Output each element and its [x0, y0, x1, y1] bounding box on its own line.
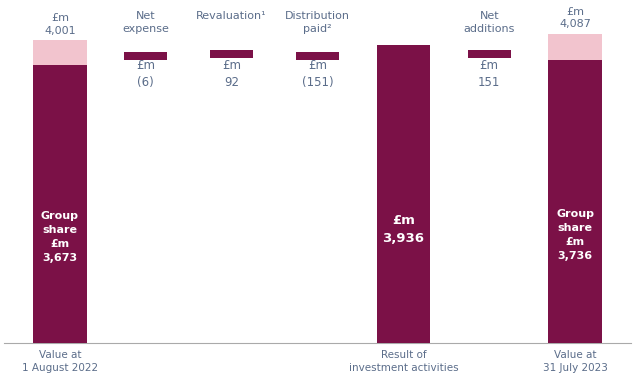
Bar [124, 52, 167, 60]
Text: Group
share
£m
3,736: Group share £m 3,736 [556, 209, 594, 261]
Text: £m
4,087: £m 4,087 [559, 7, 591, 29]
Text: £m
(6): £m (6) [137, 59, 156, 89]
Text: Net
expense: Net expense [123, 11, 170, 34]
Text: £m
151: £m 151 [478, 59, 500, 89]
Bar [377, 45, 430, 343]
Bar [549, 34, 601, 60]
Text: £m
3,936: £m 3,936 [382, 214, 424, 245]
Text: £m
4,001: £m 4,001 [44, 13, 76, 35]
Text: Revaluation¹: Revaluation¹ [196, 11, 267, 21]
Text: Group
share
£m
3,673: Group share £m 3,673 [41, 211, 79, 263]
Bar [296, 52, 339, 60]
Text: £m
92: £m 92 [222, 59, 241, 89]
Bar [210, 50, 253, 58]
Text: Net
additions: Net additions [464, 11, 515, 34]
Bar [468, 50, 511, 58]
Bar [34, 40, 86, 65]
Text: Distribution
paid²: Distribution paid² [285, 11, 350, 34]
Text: £m
(151): £m (151) [302, 59, 333, 89]
Bar [549, 60, 601, 343]
Bar [34, 65, 86, 343]
